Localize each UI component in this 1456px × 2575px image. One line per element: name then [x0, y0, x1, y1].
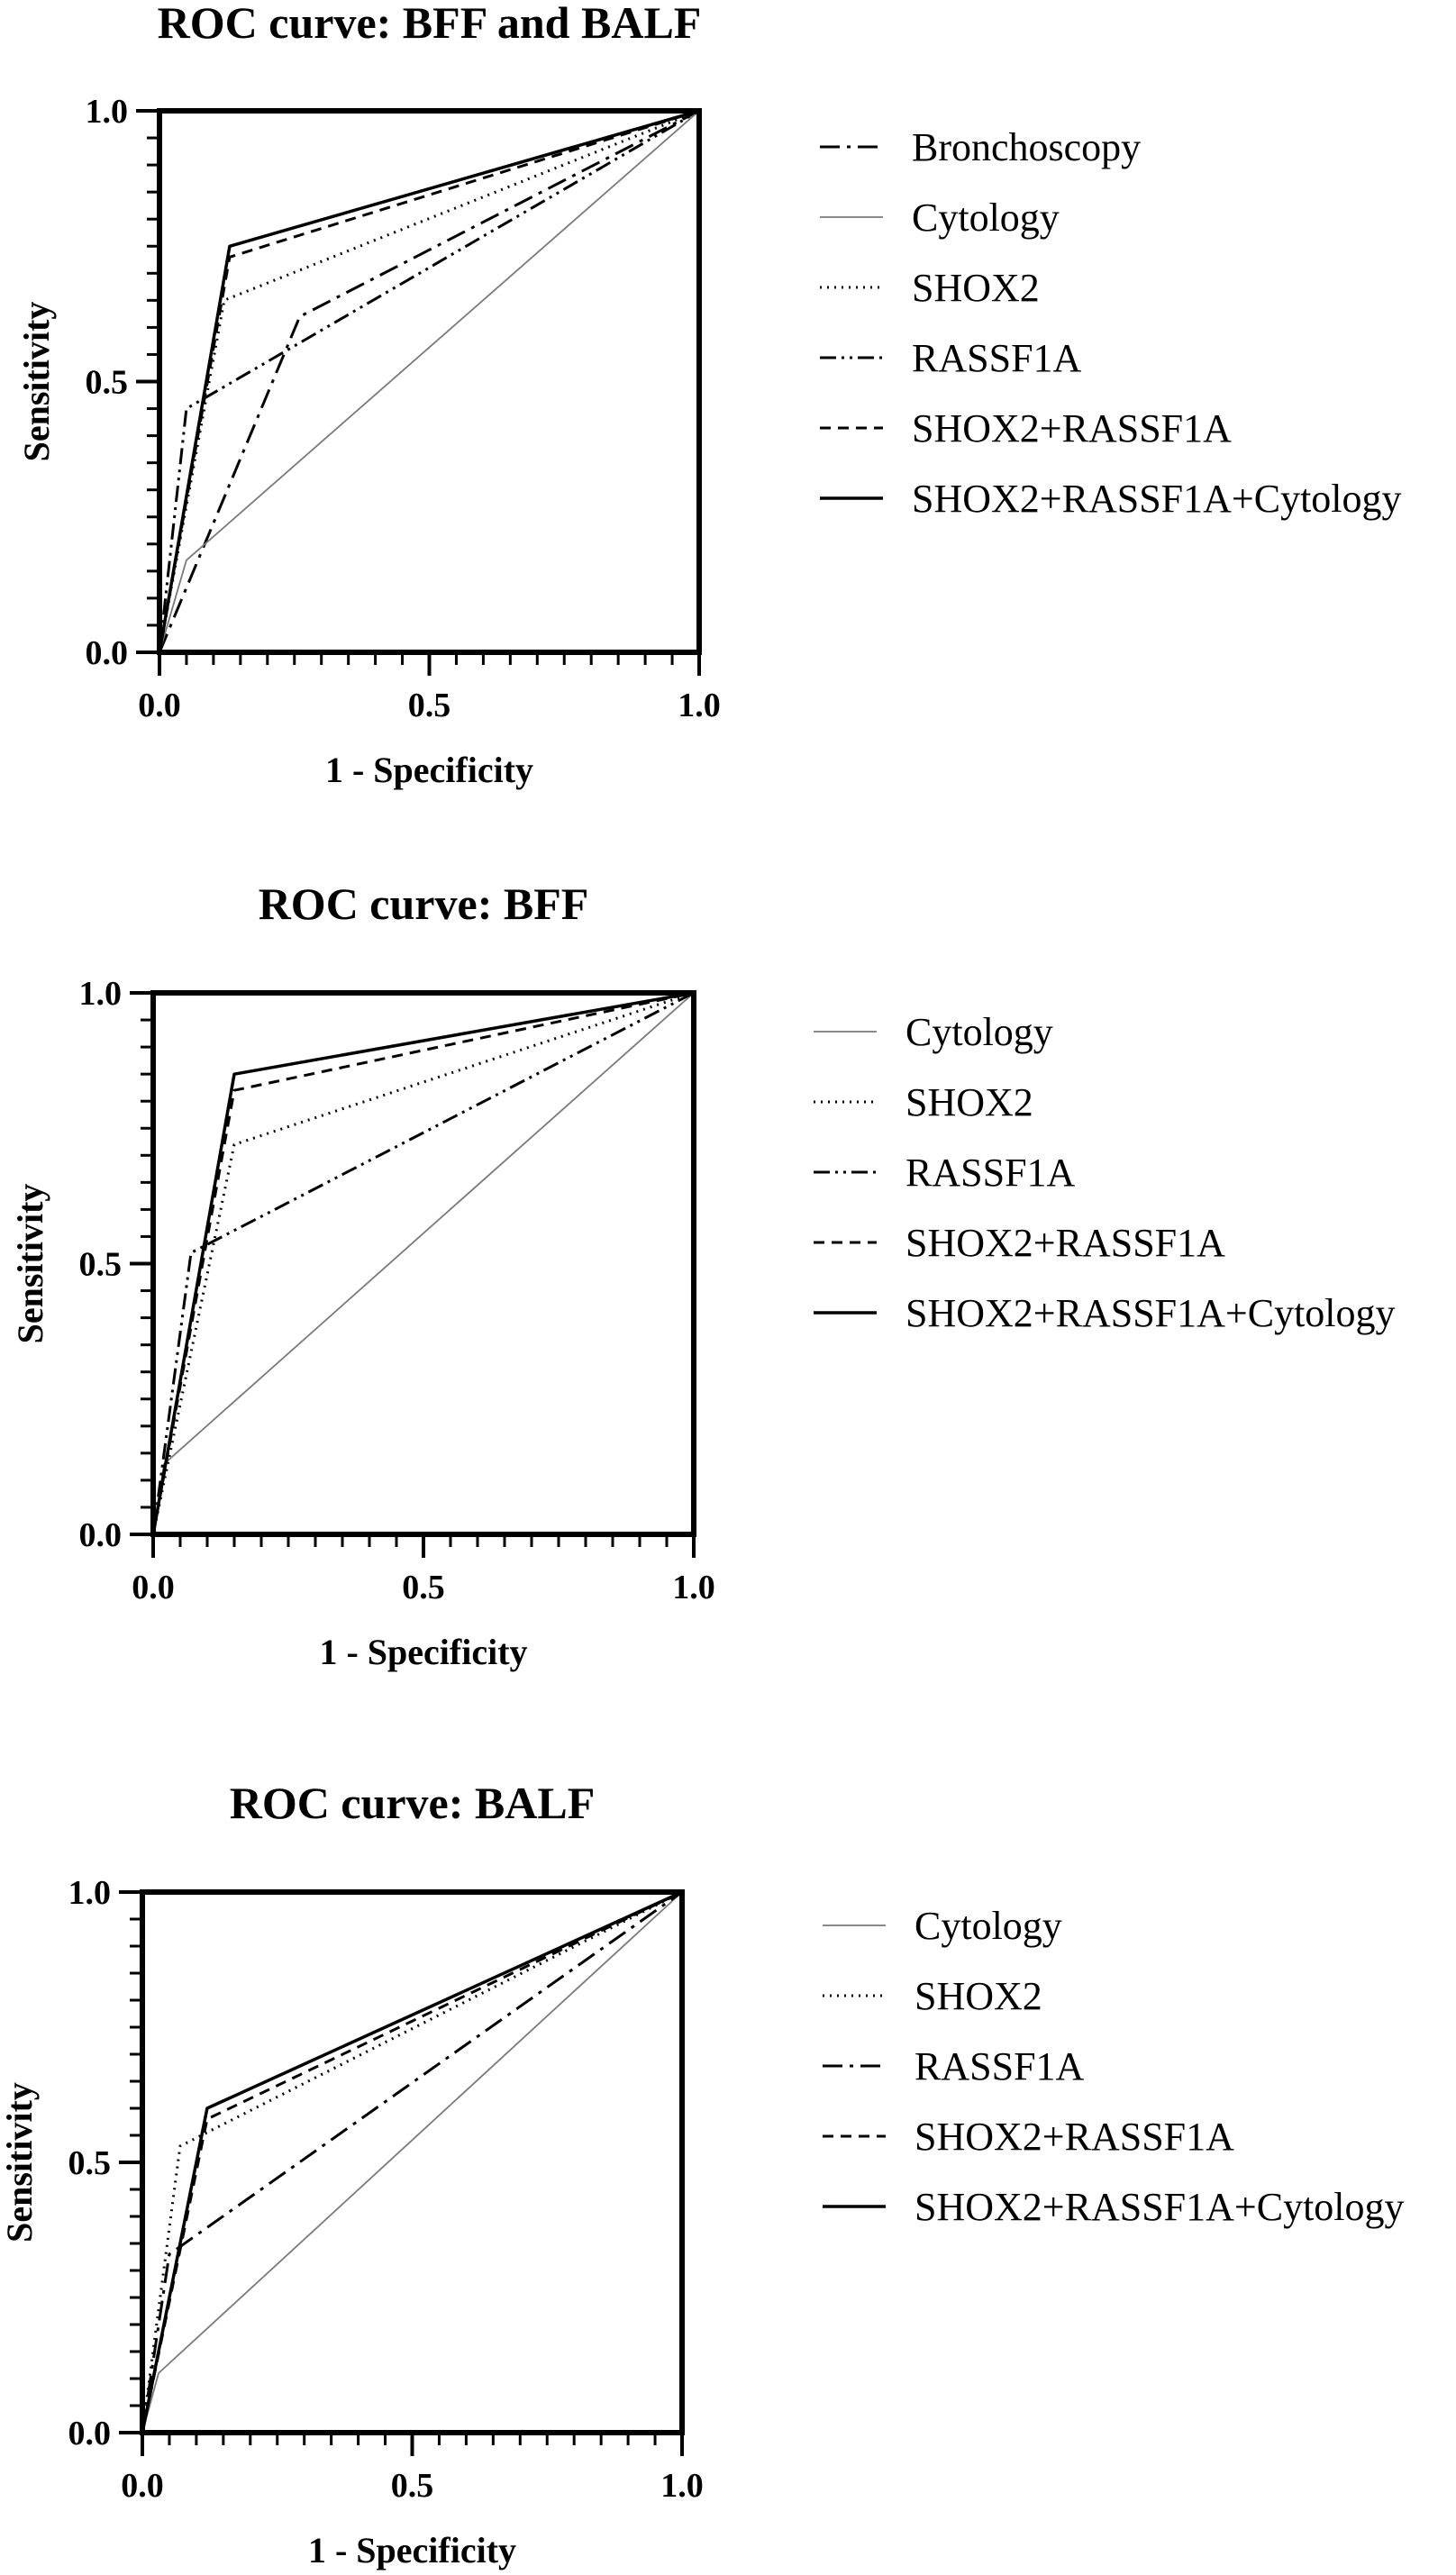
legend: Cytology SHOX2 RASSF1A SHOX2+RASSF1A SHOX2+R… [814, 1010, 1396, 1335]
chart-title: ROC curve: BFF and BALF [158, 0, 702, 48]
y-tick-label: 0.5 [79, 1246, 123, 1284]
chart-panel-3: ROC curve: BALF 0.0 0.5 1.0 0.0 0.5 1.0 1 - Spe… [0, 1778, 1405, 2570]
series-line-rassf1a [141, 1890, 683, 2434]
y-axis-title: Sensitivity [0, 2082, 40, 2243]
y-tick-label: 0.0 [68, 2415, 112, 2452]
plot-frame [157, 108, 702, 655]
y-tick-label: 1.0 [79, 975, 123, 1013]
y-tick-label: 1.0 [68, 1874, 112, 1912]
series-line-shox2 [141, 1890, 683, 2434]
y-tick-label: 0.5 [86, 364, 129, 402]
series-line-bronchoscopy [158, 109, 700, 653]
legend-label-shox2: SHOX2 [912, 266, 1040, 310]
legend-label-rassf1a: RASSF1A [905, 1151, 1076, 1195]
legend-label-shox2-rassf1a: SHOX2+RASSF1A [912, 406, 1232, 450]
y-tick-label: 0.0 [79, 1516, 123, 1554]
x-axis-title: 1 - Specificity [325, 750, 533, 790]
legend-label-shox2-rassf1a-cytology: SHOX2+RASSF1A+Cytology [915, 2185, 1405, 2229]
legend: Cytology SHOX2 RASSF1A SHOX2+RASSF1A SHOX2+R… [823, 1904, 1405, 2229]
legend-label-cytology: Cytology [905, 1010, 1053, 1054]
x-tick-label: 0.5 [391, 2467, 434, 2505]
legend-label-shox2-rassf1a-cytology: SHOX2+RASSF1A+Cytology [912, 477, 1402, 521]
x-axis-title: 1 - Specificity [319, 1632, 527, 1672]
legend: Bronchoscopy Cytology SHOX2 RASSF1A SHOX2+RA… [820, 125, 1402, 521]
legend-label-bronchoscopy: Bronchoscopy [912, 125, 1141, 169]
series-line-shox2-rassf1a-cytology [141, 1890, 683, 2434]
legend-label-shox2: SHOX2 [905, 1080, 1033, 1124]
y-tick-label: 0.5 [68, 2144, 112, 2182]
x-axis-title: 1 - Specificity [308, 2530, 516, 2570]
chart-panel-2: ROC curve: BFF 0.0 0.5 1.0 0.0 0.5 1.0 1 - Spec… [10, 878, 1396, 1672]
series-line-shox2 [151, 991, 695, 1535]
y-axis-title: Sensitivity [10, 1184, 50, 1344]
legend-label-cytology: Cytology [912, 196, 1060, 240]
series-line-cytology [159, 110, 700, 653]
legend-label-rassf1a: RASSF1A [912, 336, 1082, 380]
legend-label-shox2-rassf1a-cytology: SHOX2+RASSF1A+Cytology [905, 1291, 1396, 1335]
x-tick-label: 0.0 [132, 1569, 175, 1606]
x-tick-label: 1.0 [660, 2467, 704, 2505]
chart-title: ROC curve: BFF [259, 878, 589, 929]
y-axis-title: Sensitivity [16, 302, 57, 462]
series-line-rassf1a [158, 109, 700, 653]
series-line-shox2-rassf1a [141, 1890, 683, 2434]
series-line-shox2-rassf1a-cytology [151, 991, 695, 1535]
x-tick-label: 1.0 [672, 1569, 715, 1606]
plot-frame [140, 1889, 685, 2435]
legend-label-rassf1a: RASSF1A [915, 2044, 1085, 2088]
x-tick-label: 0.0 [138, 687, 181, 724]
legend-label-cytology: Cytology [915, 1904, 1062, 1948]
x-tick-label: 0.5 [408, 687, 451, 724]
y-tick-label: 1.0 [86, 93, 129, 131]
chart-panel-1: ROC curve: BFF and BALF 0.0 0.5 1.0 0.0 0.5 1.… [16, 0, 1402, 790]
y-tick-label: 0.0 [86, 634, 129, 672]
x-tick-label: 0.5 [402, 1569, 445, 1606]
x-tick-label: 0.0 [121, 2467, 164, 2505]
plot-frame [150, 990, 696, 1537]
legend-label-shox2-rassf1a: SHOX2+RASSF1A [915, 2115, 1234, 2159]
chart-title: ROC curve: BALF [230, 1778, 596, 1828]
legend-label-shox2-rassf1a: SHOX2+RASSF1A [905, 1221, 1225, 1265]
legend-label-shox2: SHOX2 [915, 1974, 1042, 2018]
x-tick-label: 1.0 [678, 687, 721, 724]
series-line-shox2-rassf1a-cytology [158, 109, 700, 653]
